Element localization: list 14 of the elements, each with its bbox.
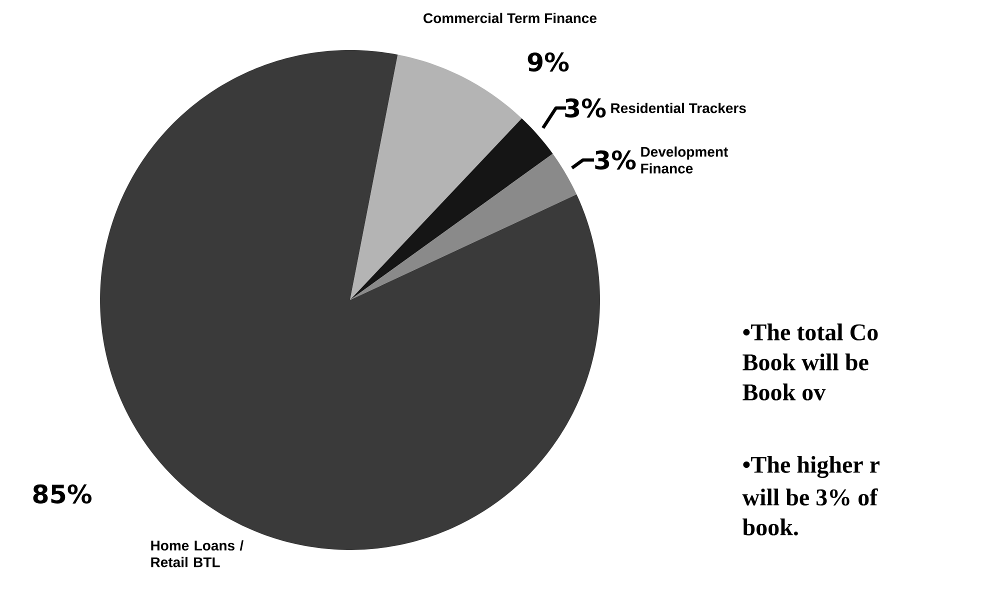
text: Book will be — [742, 354, 868, 370]
text: will be 3% of — [742, 488, 878, 506]
text: •The higher r — [743, 456, 880, 478]
text: book. — [742, 518, 798, 536]
data-label: 9% — [528, 52, 569, 72]
text: Book ov — [742, 384, 826, 400]
data-label: 3% — [595, 150, 636, 170]
slice-label: Home Loans / Retail BTL — [151, 540, 244, 568]
text: •The total Co — [743, 324, 878, 340]
slice-label: Commercial Term Finance — [424, 12, 597, 24]
slice-label: Development Finance — [641, 146, 728, 174]
data-label: 3% — [565, 98, 606, 118]
data-label: 85% — [33, 484, 92, 504]
slice-label: Residential Trackers — [611, 102, 746, 114]
